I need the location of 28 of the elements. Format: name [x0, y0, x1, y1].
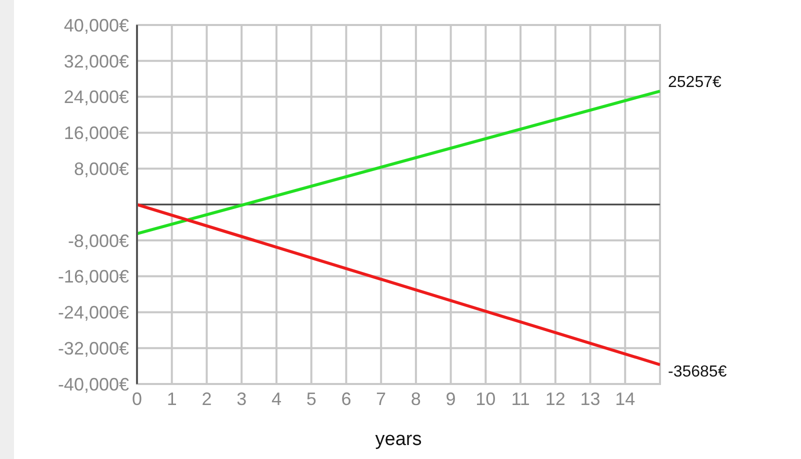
x-tick-label: 14 — [615, 388, 636, 409]
x-tick-label: 5 — [306, 388, 316, 409]
y-tick-label: -32,000€ — [58, 338, 129, 358]
x-tick-label: 8 — [410, 388, 421, 409]
y-tick-label: 40,000€ — [64, 15, 129, 36]
x-tick-label: 7 — [376, 388, 386, 409]
x-tick-label: 13 — [580, 388, 600, 409]
y-tick-label: 24,000€ — [64, 87, 129, 108]
x-tick-label: 1 — [166, 388, 177, 409]
y-tick-label: -40,000€ — [58, 374, 129, 394]
x-axis-title: years — [375, 429, 422, 450]
y-tick-label: 16,000€ — [64, 123, 129, 144]
y-tick-label: -24,000€ — [58, 302, 129, 323]
y-tick-label: -8,000€ — [68, 230, 129, 251]
x-tick-label: 2 — [202, 388, 212, 409]
y-tick-label: -16,000€ — [58, 266, 129, 287]
x-tick-label: 12 — [545, 388, 566, 409]
y-tick-label: 32,000€ — [64, 51, 129, 72]
data-label: 25257€ — [668, 74, 722, 92]
y-tick-label: 8,000€ — [74, 158, 129, 179]
x-tick-label: 11 — [511, 388, 530, 409]
x-tick-label: 10 — [476, 388, 496, 409]
x-tick-label: 0 — [132, 388, 142, 409]
x-tick-label: 9 — [446, 388, 456, 409]
x-tick-label: 4 — [271, 388, 282, 409]
data-label: -35685€ — [668, 364, 727, 381]
x-tick-label: 6 — [341, 388, 352, 409]
x-tick-label: 3 — [236, 388, 247, 409]
